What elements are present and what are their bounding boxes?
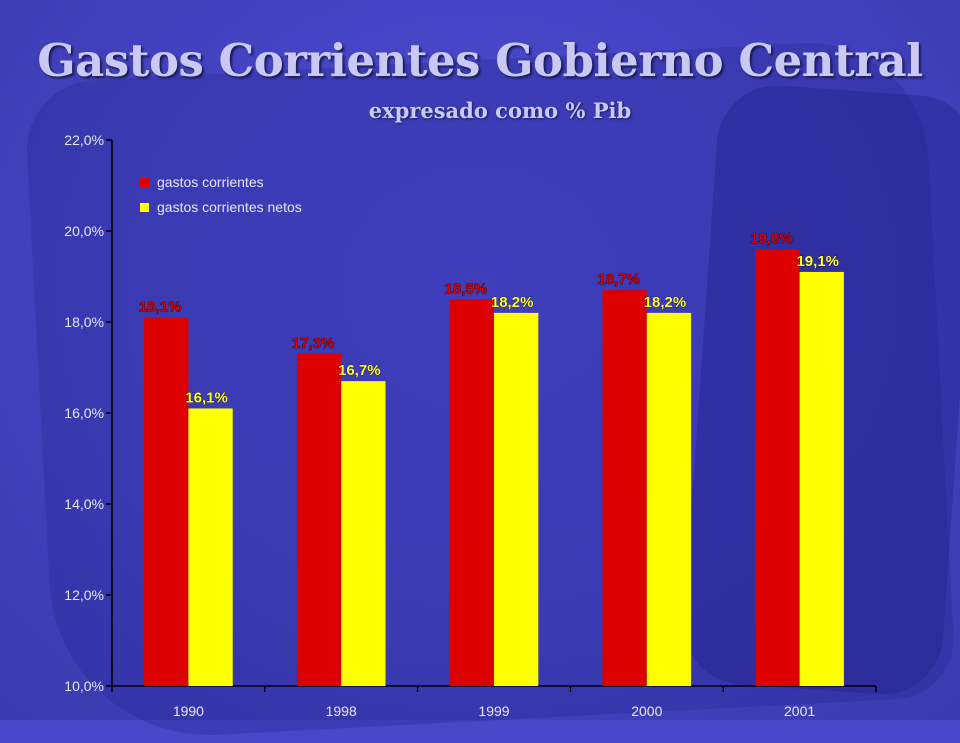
x-category-label: 2001 xyxy=(784,703,815,719)
bar-gastos-corrientes xyxy=(602,290,647,686)
chart-subtitle: expresado como % Pib xyxy=(368,98,632,123)
chart-title: Gastos Corrientes Gobierno Central xyxy=(37,34,923,87)
data-label: 16,7% xyxy=(338,362,381,379)
data-label: 18,1% xyxy=(139,298,182,315)
legend-label: gastos corrientes netos xyxy=(157,199,302,215)
x-category-label: 2000 xyxy=(631,703,662,719)
data-label: 16,1% xyxy=(185,389,228,406)
y-tick-label: 16,0% xyxy=(64,405,104,421)
bar-gastos-corrientes-netos xyxy=(341,381,386,686)
bar-gastos-corrientes xyxy=(296,353,342,686)
y-tick-label: 18,0% xyxy=(64,314,104,330)
bar-gastos-corrientes xyxy=(755,249,800,686)
data-label: 17,3% xyxy=(292,335,335,352)
x-category-label: 1999 xyxy=(478,703,509,719)
data-label: 18,2% xyxy=(491,294,534,311)
data-label: 19,6% xyxy=(750,230,793,247)
y-tick-label: 12,0% xyxy=(64,587,104,603)
data-label: 18,5% xyxy=(445,280,488,297)
legend-swatch xyxy=(140,203,149,212)
legend-swatch xyxy=(140,178,149,187)
y-tick-label: 14,0% xyxy=(64,496,104,512)
x-category-label: 1998 xyxy=(326,703,357,719)
legend-label: gastos corrientes xyxy=(157,174,264,190)
data-label: 18,7% xyxy=(597,271,640,288)
data-label: 18,2% xyxy=(644,294,687,311)
y-tick-label: 22,0% xyxy=(64,132,104,148)
data-label: 19,1% xyxy=(796,253,839,270)
y-tick-label: 10,0% xyxy=(64,678,104,694)
bar-chart: 10,0% 12,0% 14,0% 16,0% 18,0% 20,0% 22,0% 1990 1… xyxy=(64,132,877,719)
bar-gastos-corrientes-netos xyxy=(188,408,233,686)
bar-gastos-corrientes-netos xyxy=(646,312,692,686)
bar-gastos-corrientes xyxy=(449,299,494,686)
bar-gastos-corrientes-netos xyxy=(799,271,844,686)
bar-gastos-corrientes xyxy=(144,317,189,686)
bar-gastos-corrientes-netos xyxy=(494,312,539,686)
y-tick-label: 20,0% xyxy=(64,223,104,239)
x-category-label: 1990 xyxy=(173,703,204,719)
